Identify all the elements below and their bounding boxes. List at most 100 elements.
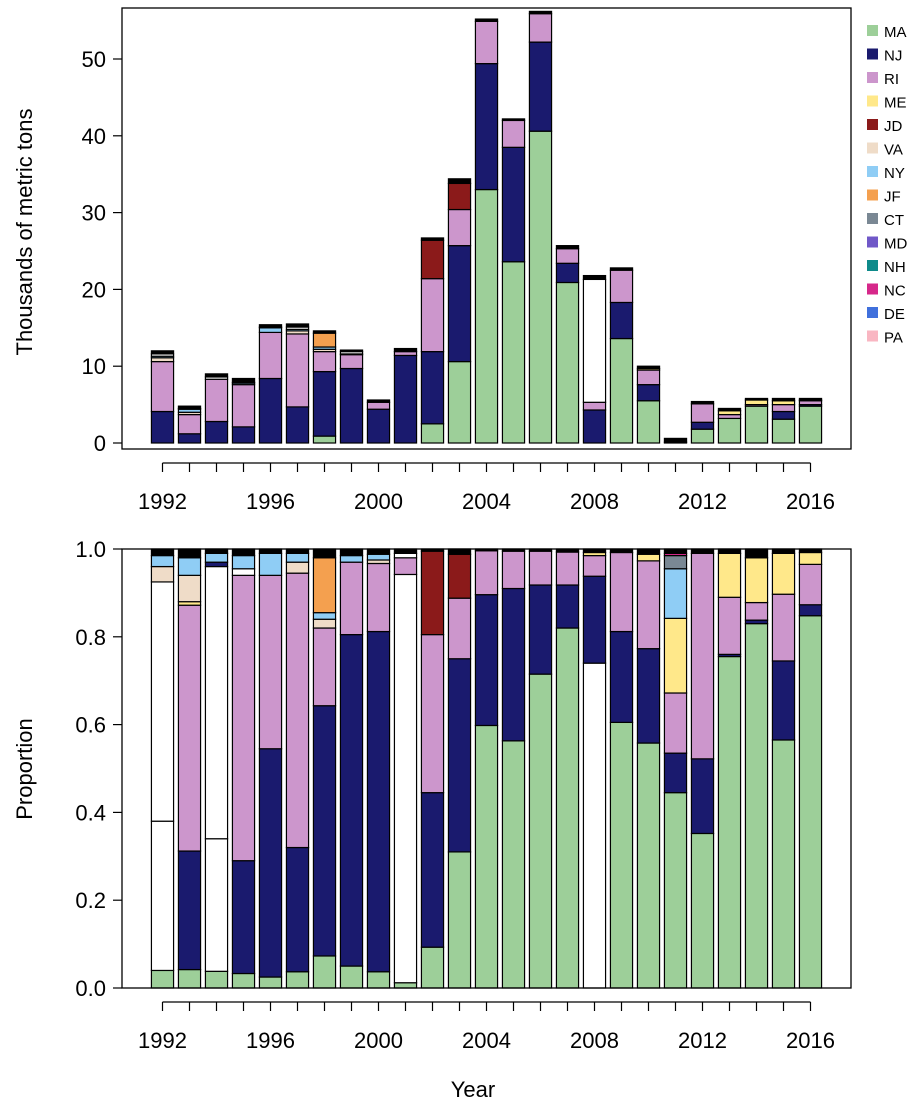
bottom-x-tick-label: 2016 xyxy=(786,1028,835,1053)
top-bar-segment-2016-remainder xyxy=(798,397,823,401)
bottom-bar-segment-1996-0 xyxy=(258,976,283,989)
bottom-bar-segment-2007-1 xyxy=(555,584,580,629)
bottom-bar-segment-1998-0 xyxy=(312,955,337,989)
bottom-bar-segment-2004-1 xyxy=(474,594,499,727)
bottom-bar-segment-2004-0 xyxy=(474,724,499,989)
top-bar-segment-2004-remainder xyxy=(474,18,499,22)
bottom-bar-segment-1995-4 xyxy=(231,554,256,570)
top-bar-segment-2005-ri xyxy=(501,119,526,148)
legend-swatch-md xyxy=(867,236,878,248)
bottom-bar-segment-1999-4 xyxy=(339,548,364,557)
top-bar-segment-2010-remainder xyxy=(636,365,661,370)
bottom-bar-segment-1998-5 xyxy=(312,557,337,614)
bottom-bar-segment-1995-0 xyxy=(231,972,256,989)
top-bar-segment-1993-nj xyxy=(177,433,202,444)
top-y-axis-title: Thousands of metric tons xyxy=(12,108,37,355)
bottom-bar-2008 xyxy=(582,548,607,989)
top-bar-segment-2010-ri xyxy=(636,369,661,386)
top-bar-segment-1994-remainder xyxy=(204,373,229,378)
bottom-bar-segment-2000-1 xyxy=(366,630,391,973)
top-x-tick-label: 1992 xyxy=(138,489,187,514)
top-plot-frame xyxy=(121,7,852,450)
bottom-bar-segment-1995-5 xyxy=(231,548,256,557)
bottom-bar-segment-2013-3 xyxy=(717,552,742,598)
top-bar-segment-2006-nj xyxy=(528,41,553,132)
bottom-bar-segment-2015-0 xyxy=(771,739,796,989)
bottom-bar-segment-2008-0 xyxy=(582,662,607,989)
bottom-bar-segment-1993-2 xyxy=(177,604,202,852)
top-bar-segment-2000-remainder xyxy=(366,399,391,403)
top-bar-segment-2002-ri xyxy=(420,278,445,353)
bottom-bar-segment-2009-2 xyxy=(609,551,634,633)
bottom-bar-segment-2011-0 xyxy=(663,792,688,989)
top-bar-segment-2001-remainder xyxy=(393,347,418,353)
bottom-bar-2000 xyxy=(366,548,391,989)
bottom-bar-segment-1992-2 xyxy=(150,581,175,822)
bottom-bar-segment-2016-2 xyxy=(798,563,823,606)
top-bar-segment-2003-nj xyxy=(447,245,472,363)
bottom-bar-2003 xyxy=(447,548,472,989)
bottom-bar-segment-1993-6 xyxy=(177,548,202,559)
bottom-y-tick-label: 0.8 xyxy=(75,625,106,650)
bottom-bar-segment-1997-1 xyxy=(285,846,310,973)
legend-label-de: DE xyxy=(884,306,905,323)
top-bar-segment-2002-remainder xyxy=(420,237,445,241)
top-bar-2006 xyxy=(528,10,553,444)
top-bar-segment-2010-ma xyxy=(636,400,661,444)
top-bar-segment-1996-ny xyxy=(258,327,283,334)
top-bar-1998 xyxy=(312,330,337,444)
top-x-tick-label: 2004 xyxy=(462,489,511,514)
top-y-tick-label: 50 xyxy=(82,47,106,72)
bottom-bar-segment-1994-4 xyxy=(204,552,229,563)
bottom-bar-segment-2011-4 xyxy=(663,568,688,619)
top-bar-2011 xyxy=(663,437,688,444)
legend-swatch-pa xyxy=(867,330,878,342)
bottom-bar-segment-2011-2 xyxy=(663,692,688,754)
bottom-bar-segment-2000-5 xyxy=(366,548,391,555)
top-bar-1997 xyxy=(285,323,310,444)
bottom-bar-segment-2000-0 xyxy=(366,971,391,989)
bottom-bar-segment-1992-1 xyxy=(150,820,175,972)
top-bar-segment-2000-nj xyxy=(366,408,391,444)
bottom-bar-segment-2001-1 xyxy=(393,573,418,984)
bottom-bar-segment-2010-2 xyxy=(636,560,661,650)
bottom-bar-segment-2015-3 xyxy=(771,552,796,595)
bottom-bar-segment-2010-4 xyxy=(636,548,661,555)
bottom-bar-segment-2003-4 xyxy=(447,548,472,555)
bottom-bar-segment-1996-2 xyxy=(258,574,283,750)
legend-swatch-me xyxy=(867,95,878,107)
top-bar-segment-2004-ma xyxy=(474,188,499,444)
legend-swatch-va xyxy=(867,142,878,154)
top-bar-segment-2015-remainder xyxy=(771,397,796,402)
top-bar-segment-2015-ri xyxy=(771,404,796,413)
top-bar-segment-2016-ma xyxy=(798,405,823,444)
bottom-bar-segment-1997-0 xyxy=(285,971,310,989)
bottom-bar-2006 xyxy=(528,548,553,989)
top-bar-segment-2008-ri xyxy=(582,401,607,411)
top-x-tick-label: 1996 xyxy=(246,489,295,514)
top-bar-segment-2005-ma xyxy=(501,261,526,444)
bottom-bar-segment-2015-4 xyxy=(771,548,796,554)
top-bar-2014 xyxy=(744,397,769,444)
top-bar-segment-2011-remainder xyxy=(663,437,688,443)
bottom-bar-segment-2011-5 xyxy=(663,554,688,570)
top-bar-segment-1992-remainder xyxy=(150,350,175,355)
top-y-tick-label: 10 xyxy=(82,354,106,379)
bottom-bar-segment-1996-4 xyxy=(258,548,283,554)
top-bar-segment-1998-nj xyxy=(312,370,337,437)
top-bar-segment-1999-ri xyxy=(339,354,364,370)
bottom-x-tick-label: 2012 xyxy=(678,1028,727,1053)
bottom-bar-segment-2001-2 xyxy=(393,557,418,576)
top-bar-segment-1997-nj xyxy=(285,406,310,444)
legend-swatch-ny xyxy=(867,166,878,177)
bottom-x-tick-label: 1996 xyxy=(246,1028,295,1053)
legend-label-nh: NH xyxy=(884,259,906,276)
bottom-bar-segment-2015-1 xyxy=(771,660,796,741)
bottom-bar-2011 xyxy=(663,548,688,989)
top-bar-segment-2003-jd xyxy=(447,182,472,211)
top-bar-segment-2004-ri xyxy=(474,20,499,65)
top-bar-1994 xyxy=(204,373,229,444)
top-bar-segment-2007-ma xyxy=(555,281,580,444)
bottom-bar-segment-2011-1 xyxy=(663,752,688,794)
